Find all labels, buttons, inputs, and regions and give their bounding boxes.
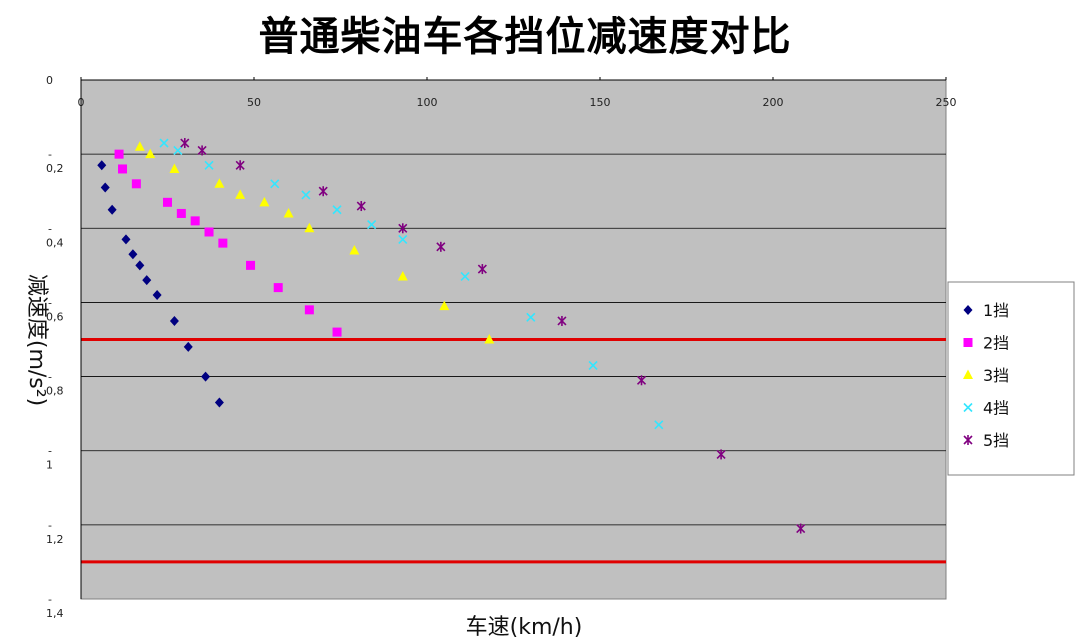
data-point-series-1 <box>97 160 107 171</box>
y-tick-label: 1,4 <box>46 607 64 620</box>
data-point-series-2 <box>304 305 314 315</box>
data-point-series-1 <box>128 249 138 260</box>
data-point-series-4 <box>159 138 169 148</box>
data-point-series-4 <box>398 234 408 244</box>
data-point-series-3 <box>235 189 246 199</box>
data-point-series-2 <box>163 197 172 207</box>
y-tick-dash: - <box>48 593 52 606</box>
legend-label-1: 1挡 <box>983 301 1009 320</box>
data-point-series-5 <box>716 449 726 460</box>
data-point-series-3 <box>169 163 180 173</box>
gridlines <box>81 153 946 526</box>
y-tick-label: 0,2 <box>46 162 64 175</box>
data-point-series-3 <box>134 141 145 151</box>
data-point-series-5 <box>796 523 806 534</box>
y-axis-title: 减速度(m/s²) <box>24 274 49 406</box>
legend-marker-5 <box>963 435 973 445</box>
data-point-series-1 <box>214 397 224 408</box>
data-point-series-5 <box>557 315 567 326</box>
x-tick-label: 150 <box>590 96 611 109</box>
reference-lines <box>81 338 946 564</box>
y-tick-label: 1,2 <box>46 533 64 546</box>
data-point-series-3 <box>283 207 294 218</box>
legend-marker-2 <box>963 338 973 347</box>
data-point-series-5 <box>436 241 446 252</box>
data-point-series-4 <box>270 179 280 189</box>
x-tick-label: 200 <box>763 96 784 109</box>
data-point-series-3 <box>397 270 408 281</box>
data-point-series-4 <box>526 312 536 322</box>
data-point-series-4 <box>332 205 342 215</box>
data-point-series-5 <box>398 223 408 234</box>
data-point-series-3 <box>214 178 225 188</box>
y-tick-dash: - <box>48 296 52 309</box>
y-tick-label: 0,6 <box>46 310 64 323</box>
data-point-series-4 <box>204 160 214 170</box>
data-point-series-4 <box>173 145 183 156</box>
x-tick-label: 50 <box>247 96 261 109</box>
chart-title: 普通柴油车各挡位减速度对比 <box>258 14 792 60</box>
legend: 1挡 2挡 3挡 4挡 5挡 <box>947 281 1075 476</box>
data-point-series-5 <box>235 160 245 171</box>
data-point-series-3 <box>259 196 270 207</box>
data-point-series-2 <box>190 216 200 226</box>
y-tick-label: 0,4 <box>46 236 64 249</box>
legend-label-2: 2挡 <box>983 334 1009 353</box>
data-point-series-2 <box>332 327 342 337</box>
data-point-series-3 <box>145 148 156 159</box>
data-point-series-5 <box>356 201 366 212</box>
y-tick-dash: - <box>48 222 52 235</box>
data-point-series-3 <box>349 245 360 255</box>
data-point-series-5 <box>477 264 487 275</box>
data-point-series-1 <box>135 260 145 271</box>
data-point-series-2 <box>131 179 141 189</box>
data-point-series-1 <box>169 315 179 326</box>
data-point-series-1 <box>152 290 162 301</box>
data-point-series-2 <box>114 149 124 159</box>
data-point-series-1 <box>100 182 110 193</box>
data-point-series-5 <box>318 186 328 197</box>
y-axis-ticks: 0-0,2-0,4-0,6-0,8-1-1,2-1,4 <box>46 74 82 620</box>
y-tick-label: 1 <box>46 459 53 472</box>
data-point-series-5 <box>197 145 207 156</box>
data-point-series-2 <box>218 238 228 248</box>
data-point-series-3 <box>484 334 495 344</box>
data-point-series-2 <box>246 260 256 270</box>
data-point-series-2 <box>176 208 186 218</box>
data-point-series-1 <box>142 275 152 286</box>
data-point-series-5 <box>636 375 647 386</box>
data-point-series-2 <box>204 227 214 237</box>
data-point-series-4 <box>460 271 470 282</box>
y-tick-dash: - <box>48 519 52 532</box>
data-point-series-4 <box>588 360 598 371</box>
legend-label-3: 3挡 <box>983 366 1009 385</box>
legend-label-5: 5挡 <box>983 431 1009 450</box>
y-tick-label: 0 <box>46 74 53 87</box>
data-point-series-3 <box>304 222 315 233</box>
data-points <box>97 138 806 534</box>
y-tick-label: 0,8 <box>46 385 64 398</box>
data-point-series-1 <box>121 234 131 245</box>
data-point-series-1 <box>107 204 117 215</box>
data-point-series-1 <box>201 371 211 382</box>
legend-label-4: 4挡 <box>983 399 1009 418</box>
y-tick-dash: - <box>48 445 52 458</box>
data-point-series-2 <box>273 283 283 293</box>
data-point-series-4 <box>654 420 664 430</box>
data-point-series-1 <box>183 341 193 352</box>
x-axis-title: 车速(km/h) <box>466 615 583 640</box>
y-tick-dash: - <box>48 148 52 161</box>
data-point-series-2 <box>118 164 128 174</box>
x-tick-label: 250 <box>936 96 957 109</box>
x-tick-label: 100 <box>417 96 438 109</box>
legend-marker-4 <box>963 402 973 413</box>
legend-marker-1 <box>963 305 973 315</box>
data-point-series-4 <box>367 220 377 230</box>
legend-marker-3 <box>963 369 973 379</box>
data-point-series-3 <box>439 300 450 311</box>
data-point-series-4 <box>301 190 311 200</box>
data-point-series-5 <box>180 138 190 149</box>
y-tick-dash: - <box>48 371 52 384</box>
